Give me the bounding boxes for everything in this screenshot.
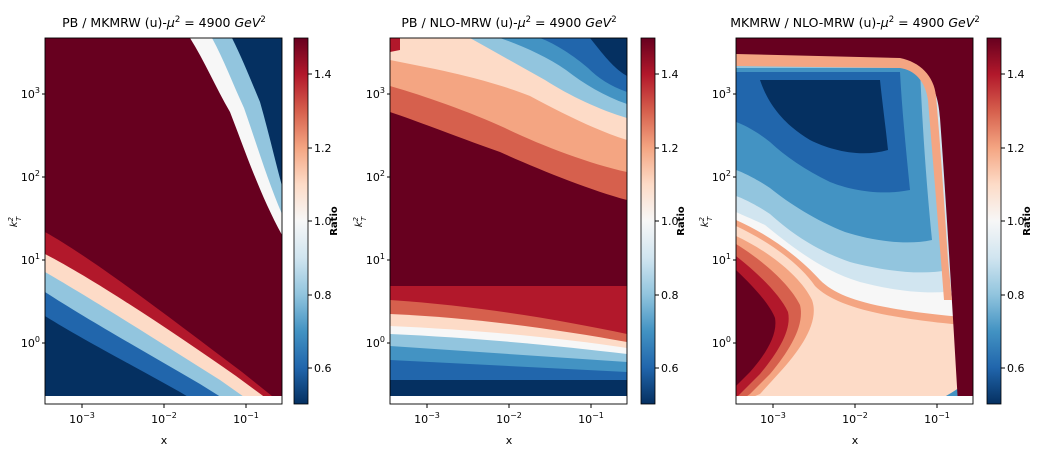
panel-3-cbar-tick-0.6: 0.6 [1007,362,1025,375]
panel-1-xtick-0.01: 10−2 [151,411,177,426]
panel-3-xtick-0.01: 10−2 [842,411,868,426]
panel-2-yaxis: 103 102 101 100 [366,86,390,350]
panel-3-cbar-tick-0.8: 0.8 [1007,289,1025,302]
panel-3-ylabel: k2T [698,216,714,227]
panel-2-xtick-0.001: 10−3 [414,411,440,426]
panel-3-cbar-tick-1.2: 1.2 [1007,142,1025,155]
panel-3-cbar-label: Ratio [1022,206,1033,236]
panel-3-xtick-0.001: 10−3 [760,411,786,426]
panel-1-cbar-tick-0.8: 0.8 [314,289,332,302]
panel-2-xtick-0.1: 10−1 [578,411,604,426]
panel-3: MKMRW / NLO-MRW (u)-μ2 = 4900 GeV2 [698,15,1033,447]
panel-1-ytick-1000: 103 [21,86,40,101]
panel-3-yaxis: 103 102 101 100 [712,86,736,350]
panel-3-ytick-1: 100 [712,335,731,350]
panel-3-title: MKMRW / NLO-MRW (u)-μ2 = 4900 GeV2 [730,15,979,30]
panel-2-cbar-tick-1.2: 1.2 [661,142,679,155]
panel-3-cbar-tick-1.4: 1.4 [1007,68,1025,81]
panel-3-ytick-1000: 103 [712,86,731,101]
panel-2-cbar-tick-1.4: 1.4 [661,68,679,81]
panel-1-cbar-label: Ratio [329,206,340,236]
panel-2-ytick-10: 101 [366,252,385,267]
panel-3-ytick-100: 102 [712,169,731,184]
panel-1: PB / MKMRW (u)-μ2 = 4900 GeV2 103 102 10… [7,15,340,447]
panel-1-cbar-tick-1.0: 1.0 [314,215,332,228]
panel-3-colorbar: 0.6 0.8 1.0 1.2 1.4 Ratio [986,37,1033,405]
panel-2-cbar-label: Ratio [676,206,687,236]
panel-2-cbar-tick-0.6: 0.6 [661,362,679,375]
panel-2-xlabel: x [506,434,513,447]
panel-3-xtick-0.1: 10−1 [924,411,950,426]
panel-1-heatmap [45,38,282,404]
panel-2-cbar-tick-0.8: 0.8 [661,289,679,302]
panel-1-ytick-10: 101 [21,252,40,267]
panel-2-xaxis: 10−3 10−2 10−1 [414,404,604,426]
panel-2-heatmap [390,38,627,404]
panel-1-ylabel: k2T [7,216,23,227]
panel-3-xaxis: 10−3 10−2 10−1 [760,404,950,426]
panel-2-ytick-1000: 103 [366,86,385,101]
panel-2-title: PB / NLO-MRW (u)-μ2 = 4900 GeV2 [401,15,616,30]
panel-2-xtick-0.01: 10−2 [496,411,522,426]
panel-1-cbar-tick-1.4: 1.4 [314,68,332,81]
panel-1-xtick-0.001: 10−3 [69,411,95,426]
panel-1-xaxis: 10−3 10−2 10−1 [69,404,259,426]
panel-1-title: PB / MKMRW (u)-μ2 = 4900 GeV2 [62,15,266,30]
panel-2: PB / NLO-MRW (u)-μ2 = 4900 GeV2 [352,15,687,447]
panel-1-cbar-tick-0.6: 0.6 [314,362,332,375]
panel-3-ytick-10: 101 [712,252,731,267]
panel-1-yaxis: 103 102 101 100 [21,86,45,350]
panel-2-ytick-1: 100 [366,335,385,350]
panel-2-colorbar: 0.6 0.8 1.0 1.2 1.4 Ratio [640,37,687,405]
panel-2-ylabel: k2T [352,216,368,227]
panel-2-ytick-100: 102 [366,169,385,184]
panel-1-xlabel: x [161,434,168,447]
panel-2-cbar-tick-1.0: 1.0 [661,215,679,228]
panel-3-xlabel: x [852,434,859,447]
panel-3-cbar-tick-1.0: 1.0 [1007,215,1025,228]
panel-1-colorbar: 0.6 0.8 1.0 1.2 1.4 Ratio [293,37,340,405]
panel-1-cbar-tick-1.2: 1.2 [314,142,332,155]
panel-1-xtick-0.1: 10−1 [233,411,259,426]
panel-3-heatmap [736,38,973,404]
panel-1-ytick-100: 102 [21,169,40,184]
panel-1-ytick-1: 100 [21,335,40,350]
